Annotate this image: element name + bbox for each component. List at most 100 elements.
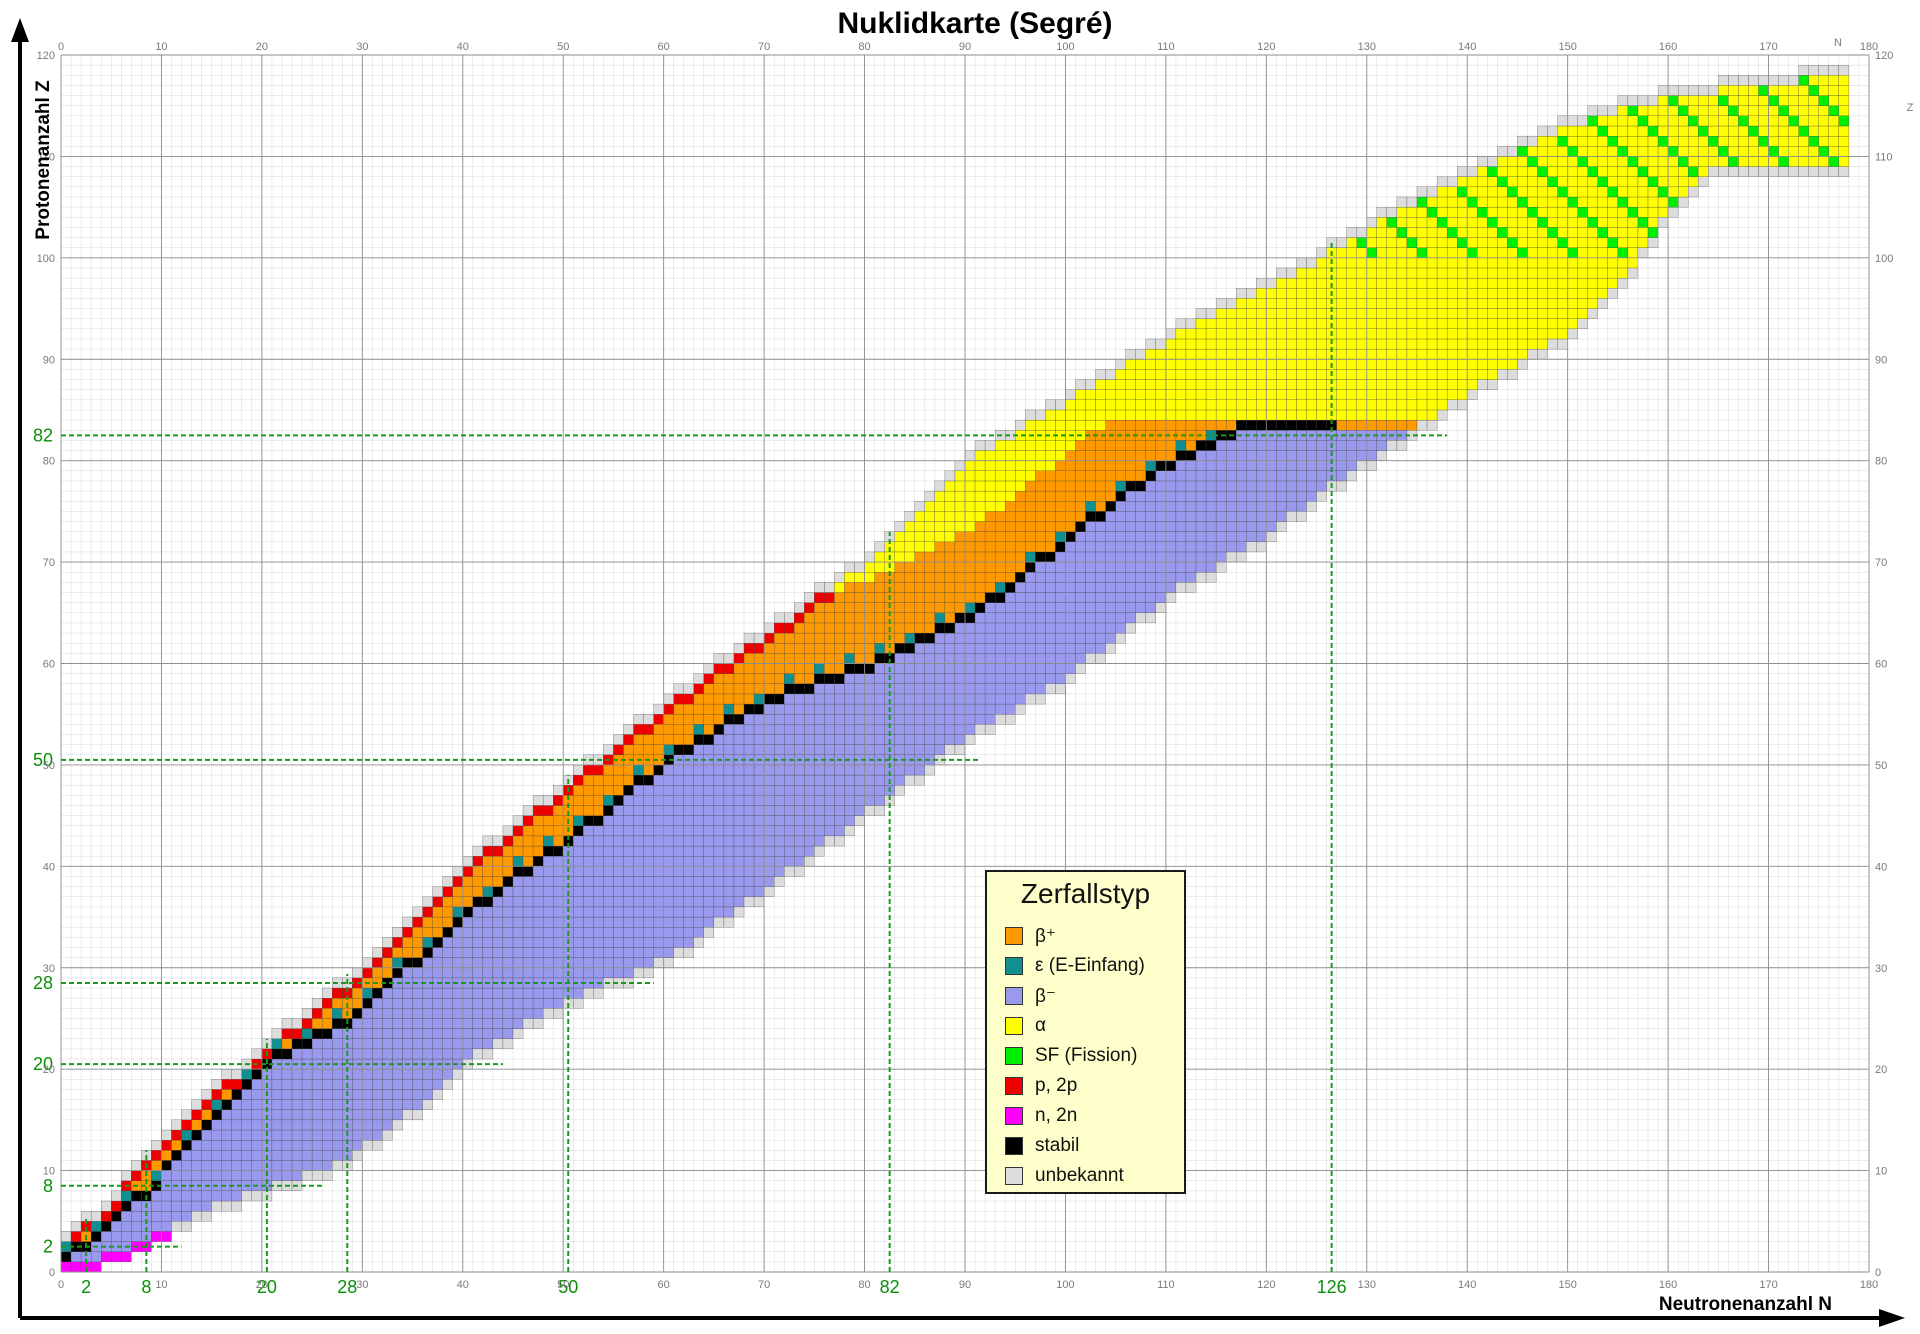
nuclide-cell <box>322 1119 333 1131</box>
nuclide-cell <box>733 693 745 705</box>
nuclide-cell <box>352 1008 363 1019</box>
nuclide-cell <box>984 643 996 654</box>
nuclide-cell <box>1517 206 1528 218</box>
legend-swatch-sf <box>1005 1047 1023 1065</box>
nuclide-cell <box>1758 135 1769 147</box>
nuclide-cell <box>1818 64 1829 76</box>
nuclide-cell <box>1035 551 1046 563</box>
nuclide-cell <box>301 1099 313 1110</box>
nuclide-cell <box>1185 318 1197 329</box>
nuclide-cell <box>1768 125 1779 137</box>
nuclide-cell <box>784 845 795 857</box>
nuclide-cell <box>1015 582 1026 593</box>
nuclide-cell <box>934 612 946 624</box>
nuclide-cell <box>1708 105 1719 116</box>
nuclide-cell <box>1346 450 1357 461</box>
nuclide-cell <box>211 1079 222 1090</box>
nuclide-cell <box>804 592 815 603</box>
nuclide-cell <box>452 886 463 897</box>
nuclide-cell <box>1135 490 1146 502</box>
nuclide-cell <box>181 1140 192 1151</box>
nuclide-cell <box>332 1129 343 1141</box>
nuclide-cell <box>1386 308 1398 319</box>
nuclide-cell <box>1276 308 1287 319</box>
nuclide-cell <box>834 734 845 745</box>
nuclide-cell <box>1165 582 1177 593</box>
y-tick-label-right: 10 <box>1875 1166 1887 1178</box>
nuclide-cell <box>653 703 664 715</box>
nuclide-cell <box>1487 338 1498 350</box>
nuclide-cell <box>1135 460 1146 471</box>
nuclide-cell <box>362 998 373 1009</box>
nuclide-cell <box>1416 409 1428 421</box>
nuclide-cell <box>1125 582 1136 593</box>
nuclide-cell <box>1065 409 1076 421</box>
nuclide-cell <box>322 1129 333 1141</box>
nuclide-cell <box>1426 257 1438 269</box>
nuclide-cell <box>1627 196 1639 208</box>
nuclide-cell <box>753 866 765 877</box>
nuclide-cell <box>1406 318 1418 329</box>
nuclide-cell <box>1286 328 1297 340</box>
nuclide-cell <box>653 744 664 755</box>
nuclide-cell <box>854 703 865 715</box>
nuclide-cell <box>613 927 624 938</box>
nuclide-cell <box>1135 592 1146 603</box>
nuclide-cell <box>492 1038 504 1050</box>
nuclide-cell <box>1426 237 1438 248</box>
nuclide-cell <box>1376 379 1388 390</box>
nuclide-cell <box>1215 318 1227 329</box>
nuclide-cell <box>1497 308 1508 319</box>
nuclide-cell <box>1507 227 1518 238</box>
nuclide-cell <box>874 541 885 553</box>
nuclide-cell <box>1477 328 1488 340</box>
nuclide-cell <box>693 927 704 938</box>
nuclide-cell <box>1436 338 1448 350</box>
nuclide-cell <box>1778 95 1789 106</box>
nuclide-cell <box>964 561 976 573</box>
y-tick-label-left: 100 <box>37 253 55 265</box>
legend-swatch-beta-plus <box>1005 927 1023 945</box>
nuclide-cell <box>774 795 785 806</box>
nuclide-cell <box>221 1160 232 1171</box>
nuclide-cell <box>1015 551 1026 563</box>
nuclide-cell <box>553 927 564 938</box>
nuclide-cell <box>623 906 634 918</box>
nuclide-cell <box>1085 572 1096 583</box>
nuclide-cell <box>904 774 915 786</box>
nuclide-cell <box>1065 551 1076 563</box>
nuclide-cell <box>422 916 433 928</box>
nuclide-cell <box>1075 511 1086 522</box>
nuclide-cell <box>472 876 484 887</box>
nuclide-cell <box>532 1018 544 1029</box>
nuclide-cell <box>161 1211 172 1222</box>
nuclide-cell <box>1527 227 1538 238</box>
nuclide-cell <box>1276 470 1287 482</box>
nuclide-cell <box>663 866 674 877</box>
nuclide-cell <box>874 551 885 563</box>
nuclide-cell <box>1657 186 1669 198</box>
nuclide-cell <box>1517 308 1528 319</box>
nuclide-cell <box>1135 409 1146 421</box>
nuclide-cell <box>502 845 514 857</box>
nuclide-cell <box>583 774 594 786</box>
nuclide-cell <box>542 1008 554 1019</box>
nuclide-cell <box>1356 267 1367 279</box>
nuclide-cell <box>1336 419 1347 431</box>
nuclide-cell <box>1637 115 1649 127</box>
nuclide-cell <box>1115 521 1126 532</box>
nuclide-cell <box>1808 115 1819 127</box>
nuclide-cell <box>603 764 614 776</box>
nuclide-cell <box>763 886 775 897</box>
nuclide-cell <box>1276 348 1287 360</box>
nuclide-cell <box>101 1221 112 1232</box>
nuclide-cell <box>1426 288 1438 299</box>
nuclide-cell <box>794 744 805 755</box>
nuclide-cell <box>1005 643 1016 654</box>
x-tick-label-top: 180 <box>1860 41 1878 53</box>
nuclide-cell <box>854 815 865 826</box>
nuclide-cell <box>964 551 976 563</box>
nuclide-cell <box>482 957 494 968</box>
nuclide-cell <box>763 835 775 847</box>
nuclide-cell <box>1386 359 1398 370</box>
